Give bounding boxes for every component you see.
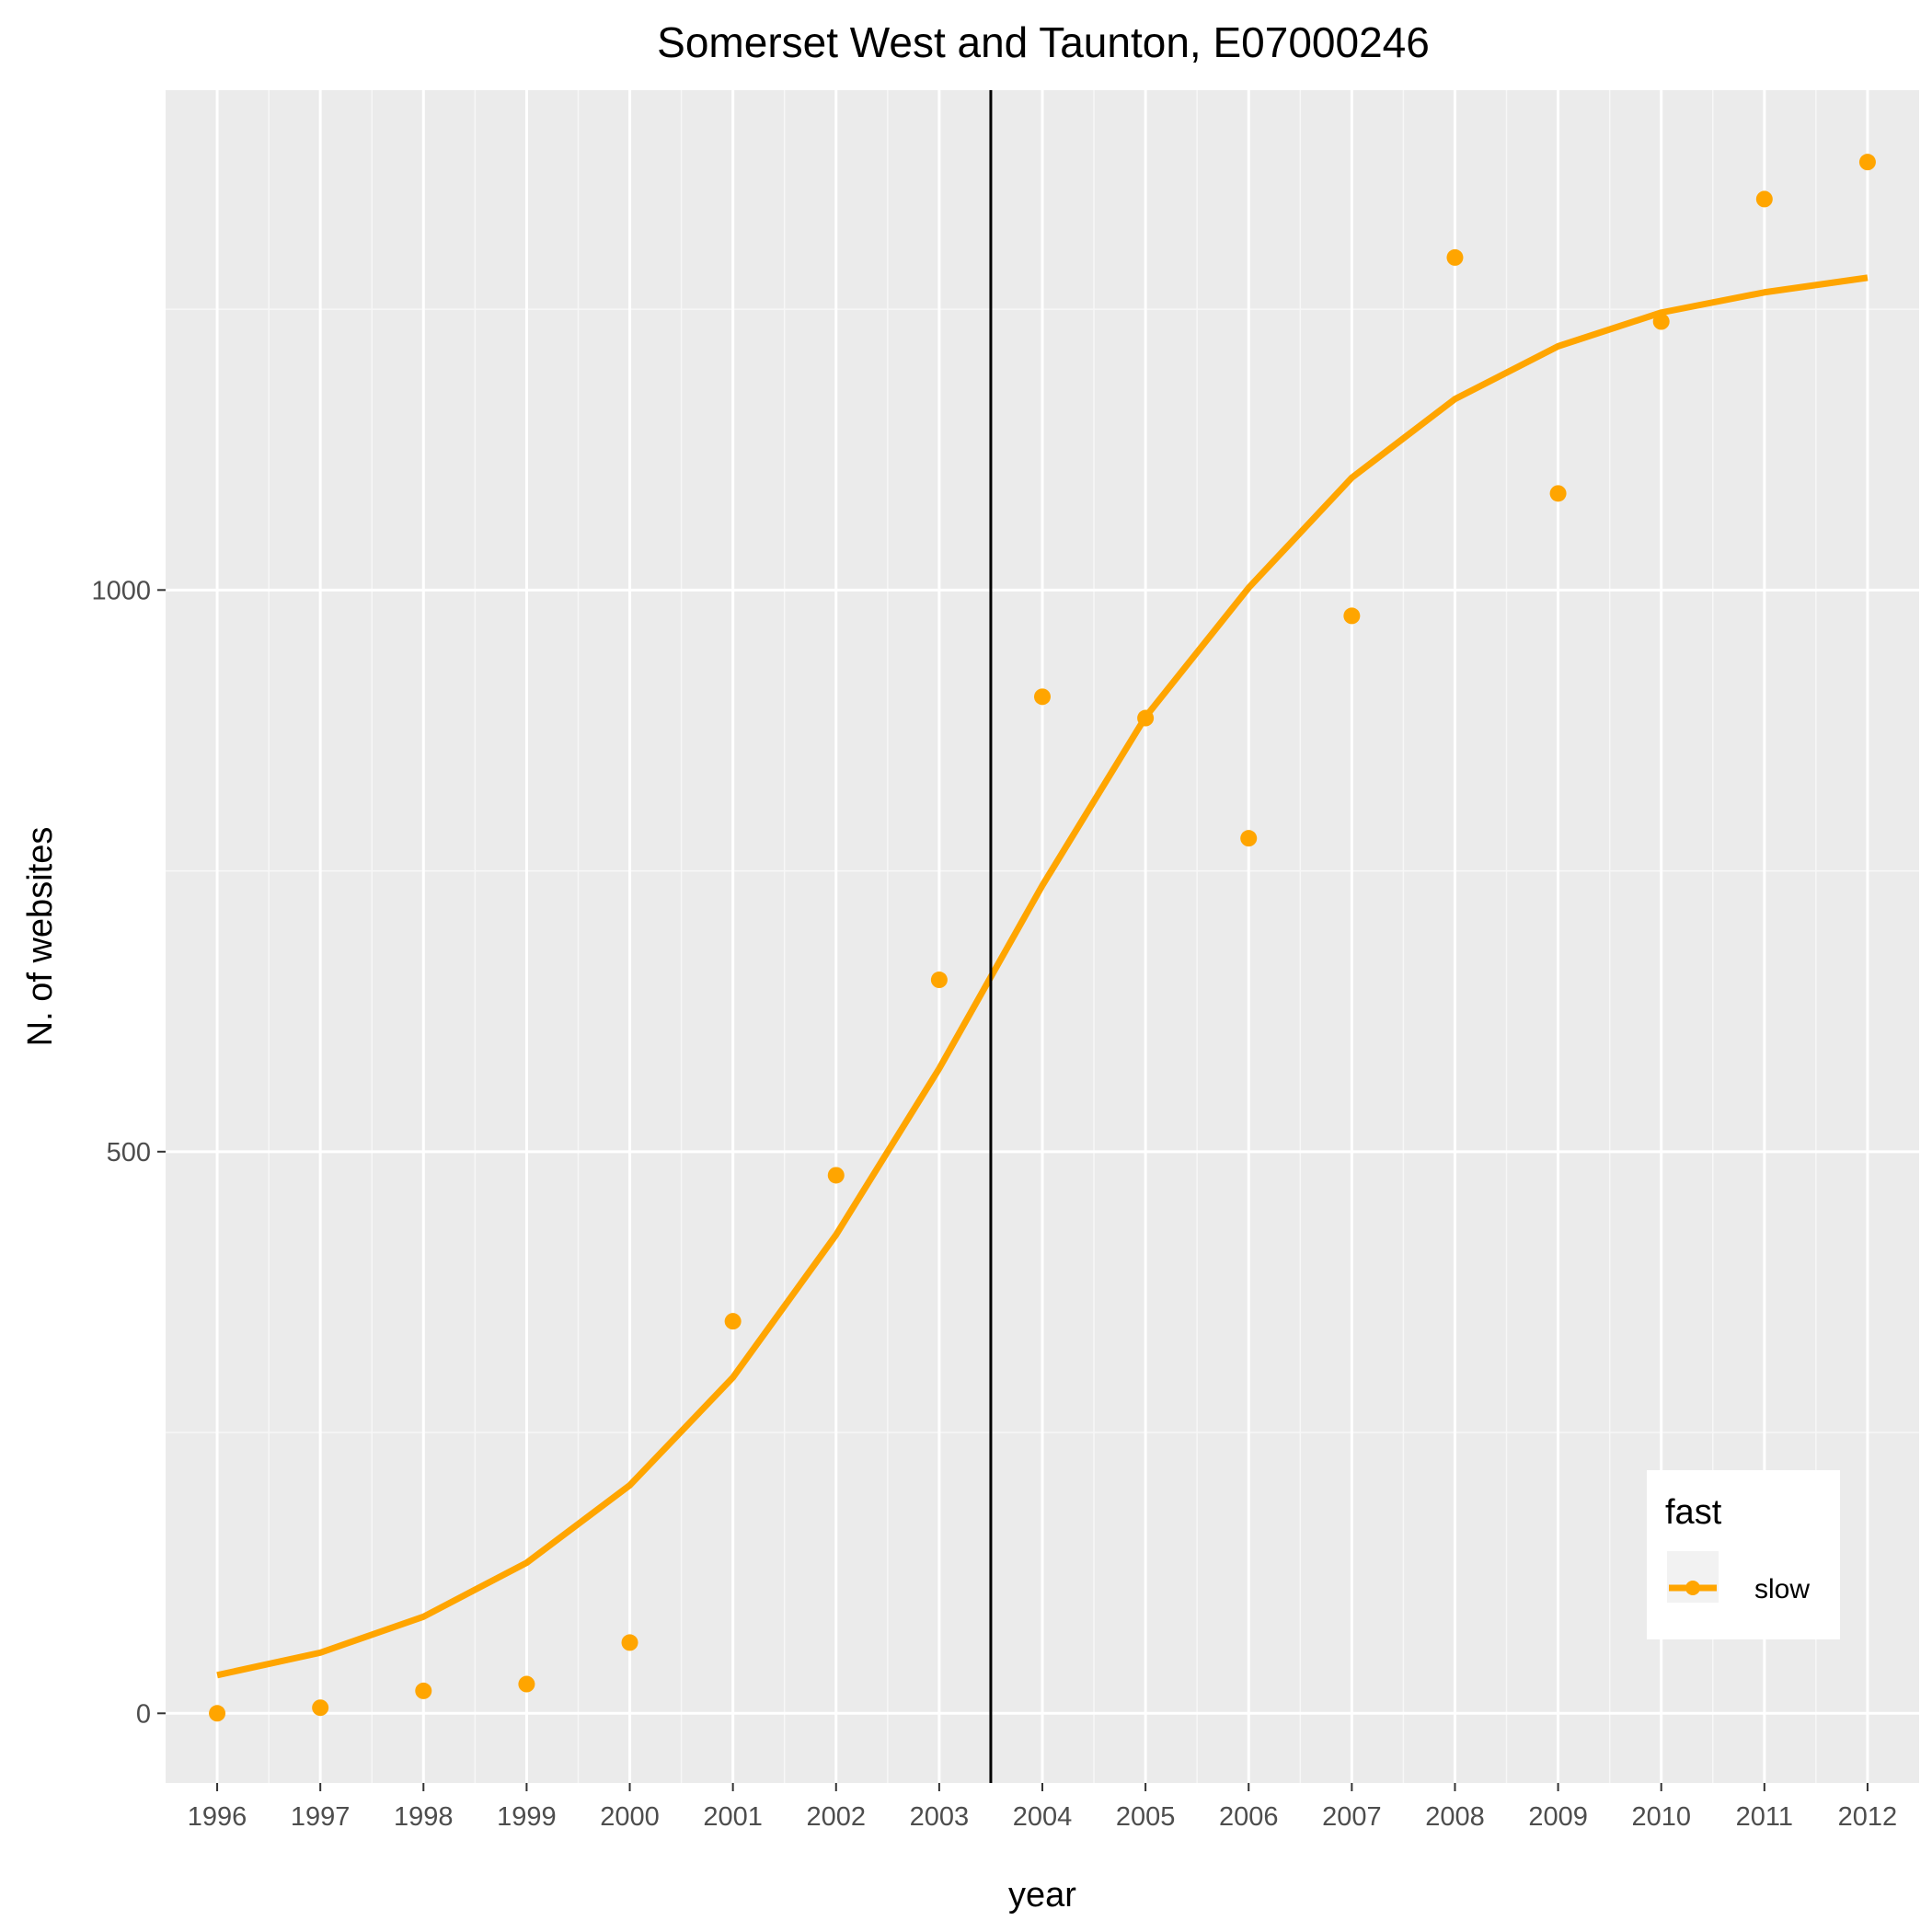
x-axis: 1996 1997 1998 1999 2000 2001 2002 2003 2004 2005…: [188, 1783, 1897, 1832]
y-tick-label: 500: [107, 1138, 151, 1167]
x-tick-label: 2011: [1736, 1802, 1793, 1832]
x-tick-label: 2003: [910, 1802, 970, 1832]
data-point: [312, 1699, 329, 1717]
x-tick-label: 1999: [497, 1802, 557, 1832]
data-point: [1137, 709, 1155, 727]
data-point: [415, 1682, 432, 1699]
data-point: [724, 1313, 742, 1330]
data-points: [209, 154, 1876, 1722]
data-point: [1549, 485, 1567, 502]
x-tick-label: 2005: [1116, 1802, 1176, 1832]
legend-key-point: [1685, 1581, 1700, 1595]
y-tick-label: 0: [136, 1699, 151, 1729]
data-point: [1755, 190, 1773, 208]
x-tick-label: 1997: [291, 1802, 351, 1832]
data-point: [209, 1705, 226, 1722]
x-tick-label: 2006: [1219, 1802, 1279, 1832]
y-tick-label: 1000: [91, 576, 151, 605]
data-point: [827, 1167, 845, 1184]
y-axis: 0 500 1000: [91, 576, 166, 1729]
x-tick-label: 2008: [1425, 1802, 1485, 1832]
x-tick-label: 2012: [1838, 1802, 1898, 1832]
x-tick-label: 2002: [807, 1802, 867, 1832]
data-point: [930, 972, 948, 989]
x-tick-label: 2007: [1322, 1802, 1382, 1832]
data-point: [1446, 248, 1464, 266]
data-point: [1034, 688, 1051, 706]
data-point: [1652, 313, 1670, 330]
data-point: [1343, 607, 1361, 625]
data-point: [518, 1675, 535, 1693]
x-tick-label: 2001: [703, 1802, 763, 1832]
x-tick-label: 1996: [188, 1802, 247, 1832]
x-tick-label: 2009: [1528, 1802, 1588, 1832]
legend-title: fast: [1665, 1493, 1722, 1532]
smooth-line-slow: [216, 274, 1869, 1679]
x-tick-label: 2010: [1631, 1802, 1691, 1832]
data-point: [1858, 154, 1876, 171]
smooth-line-layer: [216, 274, 1869, 1679]
data-point: [621, 1634, 638, 1651]
x-tick-label: 2000: [600, 1802, 660, 1832]
x-axis-title: year: [1008, 1876, 1076, 1915]
x-tick-label: 2004: [1013, 1802, 1073, 1832]
legend-label-slow: slow: [1754, 1574, 1810, 1604]
data-point: [1240, 830, 1258, 847]
chart-title: Somerset West and Taunton, E07000246: [657, 18, 1430, 66]
legend: fast slow: [1647, 1470, 1840, 1639]
x-tick-label: 1998: [394, 1802, 454, 1832]
y-axis-title: N. of websites: [21, 827, 60, 1047]
